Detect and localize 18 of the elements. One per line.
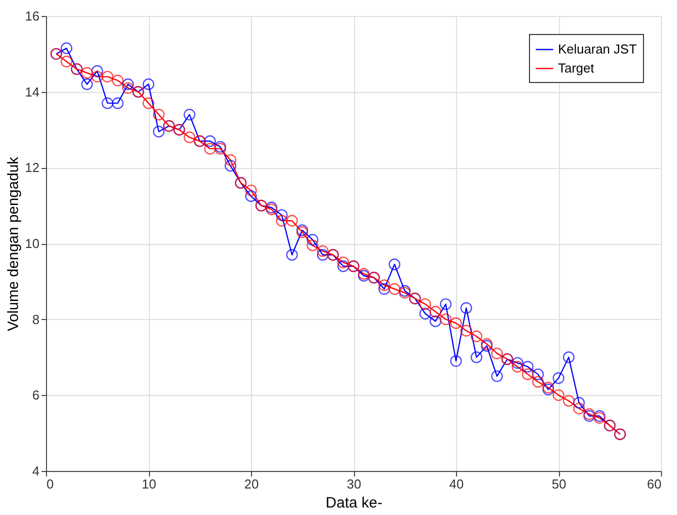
x-tick-label: 30 bbox=[346, 476, 362, 492]
y-tick-label: 8 bbox=[32, 312, 40, 327]
legend-label: Target bbox=[558, 60, 595, 76]
y-axis-title: Volume dengan pengaduk bbox=[5, 156, 22, 332]
y-tick-label: 12 bbox=[25, 160, 40, 176]
y-tick-label: 14 bbox=[25, 84, 40, 100]
x-tick-label: 60 bbox=[647, 476, 662, 492]
x-tick-label: 0 bbox=[46, 476, 54, 492]
y-tick-label: 10 bbox=[25, 236, 40, 251]
x-tick-label: 40 bbox=[449, 476, 464, 492]
legend-label: Keluaran JST bbox=[558, 42, 637, 56]
y-tick-label: 16 bbox=[25, 8, 40, 24]
x-tick-label: 50 bbox=[552, 476, 566, 492]
x-axis-title: Data ke- bbox=[326, 494, 382, 512]
x-tick-label: 10 bbox=[142, 476, 156, 492]
y-tick-label: 6 bbox=[32, 388, 40, 403]
x-tick-label: 20 bbox=[244, 476, 259, 492]
y-tick-label: 4 bbox=[32, 464, 40, 478]
